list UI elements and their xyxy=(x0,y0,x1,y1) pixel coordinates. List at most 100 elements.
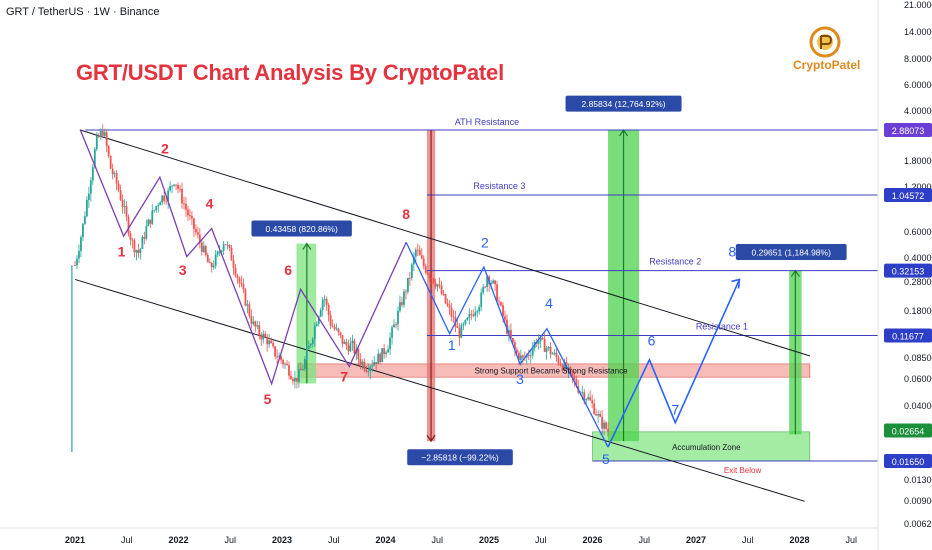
candle-body xyxy=(472,314,475,316)
candle-body xyxy=(292,379,294,382)
price-label-box xyxy=(884,123,932,137)
candle-body xyxy=(252,321,255,324)
candle-body xyxy=(512,338,514,343)
candle-body xyxy=(527,354,530,356)
candle-body xyxy=(153,210,156,211)
x-tick-label: Jul xyxy=(742,535,754,545)
candle-body xyxy=(109,156,112,169)
candle-body xyxy=(78,250,80,259)
x-tick-label: 2023 xyxy=(272,535,292,545)
wave-label-red: 7 xyxy=(340,369,348,385)
candle-body xyxy=(406,277,409,292)
candle-body xyxy=(420,255,423,259)
candle-body xyxy=(123,206,126,207)
candle-body xyxy=(212,265,215,268)
candle-body xyxy=(399,302,401,311)
wave-paths xyxy=(79,129,741,448)
candle-body xyxy=(226,244,229,246)
candle-body xyxy=(531,348,534,356)
candle-body xyxy=(603,422,605,429)
candle-body xyxy=(553,352,556,354)
candle-body xyxy=(85,199,88,217)
ath-resistance-label: ATH Resistance xyxy=(455,117,519,127)
x-tick-label: Jul xyxy=(535,535,547,545)
candle-body xyxy=(490,283,493,285)
price-label: 2.88073 xyxy=(892,126,925,136)
candle-body xyxy=(298,368,300,382)
candle-body xyxy=(408,277,411,279)
measure-label-12764-box xyxy=(565,95,682,112)
candle-body xyxy=(93,149,96,168)
wave-label-red: 6 xyxy=(284,262,292,278)
candle-body xyxy=(478,306,481,312)
candle-body xyxy=(363,361,366,370)
candle-body xyxy=(264,333,267,337)
candle-body xyxy=(238,278,241,283)
x-tick-label: Jul xyxy=(638,535,650,545)
candle-body xyxy=(401,302,403,305)
candle-body xyxy=(119,190,122,200)
candle-body xyxy=(192,218,195,229)
candle-body xyxy=(82,223,84,238)
candle-body xyxy=(571,370,574,377)
candle-body xyxy=(561,365,564,371)
candle-body xyxy=(232,260,235,269)
candle-body xyxy=(260,335,263,340)
candle-body xyxy=(391,327,393,338)
candle-body xyxy=(430,278,433,279)
wave-label-red: 1 xyxy=(118,244,126,260)
candle-body xyxy=(438,284,441,286)
candle-body xyxy=(414,249,417,257)
candle-body xyxy=(296,377,298,382)
candle-body xyxy=(301,369,304,371)
candle-body xyxy=(313,325,316,339)
candle-body xyxy=(97,135,100,137)
wave-label-blue: 6 xyxy=(648,332,656,348)
candle-body xyxy=(361,361,364,365)
candle-body xyxy=(466,317,469,320)
candle-body xyxy=(305,349,308,360)
x-tick-label: 2022 xyxy=(168,535,188,545)
candle-body xyxy=(171,185,173,187)
candle-body xyxy=(444,294,447,304)
candle-body xyxy=(597,414,600,416)
candle-body xyxy=(315,324,318,326)
candle-body xyxy=(432,278,435,284)
measure-label-820: 0.43458 (820.86%) xyxy=(266,224,338,234)
candle-body xyxy=(508,330,510,334)
candle-body xyxy=(557,357,560,364)
candle-body xyxy=(222,244,225,251)
candle-body xyxy=(319,310,322,317)
candle-body xyxy=(440,285,443,294)
candle-body xyxy=(165,200,168,202)
candle-body xyxy=(290,375,292,380)
wave-label-red: 5 xyxy=(264,391,272,407)
candle-body xyxy=(492,280,494,284)
candle-body xyxy=(607,428,609,432)
candle-body xyxy=(101,131,104,136)
candle-body xyxy=(589,397,592,401)
candle-body xyxy=(456,326,459,328)
x-tick-label: Jul xyxy=(121,535,133,545)
candle-body xyxy=(371,365,374,367)
x-tick-label: 2027 xyxy=(686,535,706,545)
candle-body xyxy=(196,232,199,235)
candle-body xyxy=(280,356,282,361)
measure-label-drop-box xyxy=(407,449,513,466)
y-tick-label: 14.00000 xyxy=(904,27,932,37)
candle-body xyxy=(428,274,431,279)
candle-body xyxy=(216,251,219,255)
candle-body xyxy=(258,325,261,336)
candle-body xyxy=(343,341,346,344)
resistance-3-label: Resistance 3 xyxy=(473,181,525,191)
x-tick-label: 2025 xyxy=(479,535,499,545)
candle-body xyxy=(446,303,449,306)
candle-body xyxy=(393,324,395,328)
candle-body xyxy=(484,286,487,288)
candle-body xyxy=(244,289,247,306)
